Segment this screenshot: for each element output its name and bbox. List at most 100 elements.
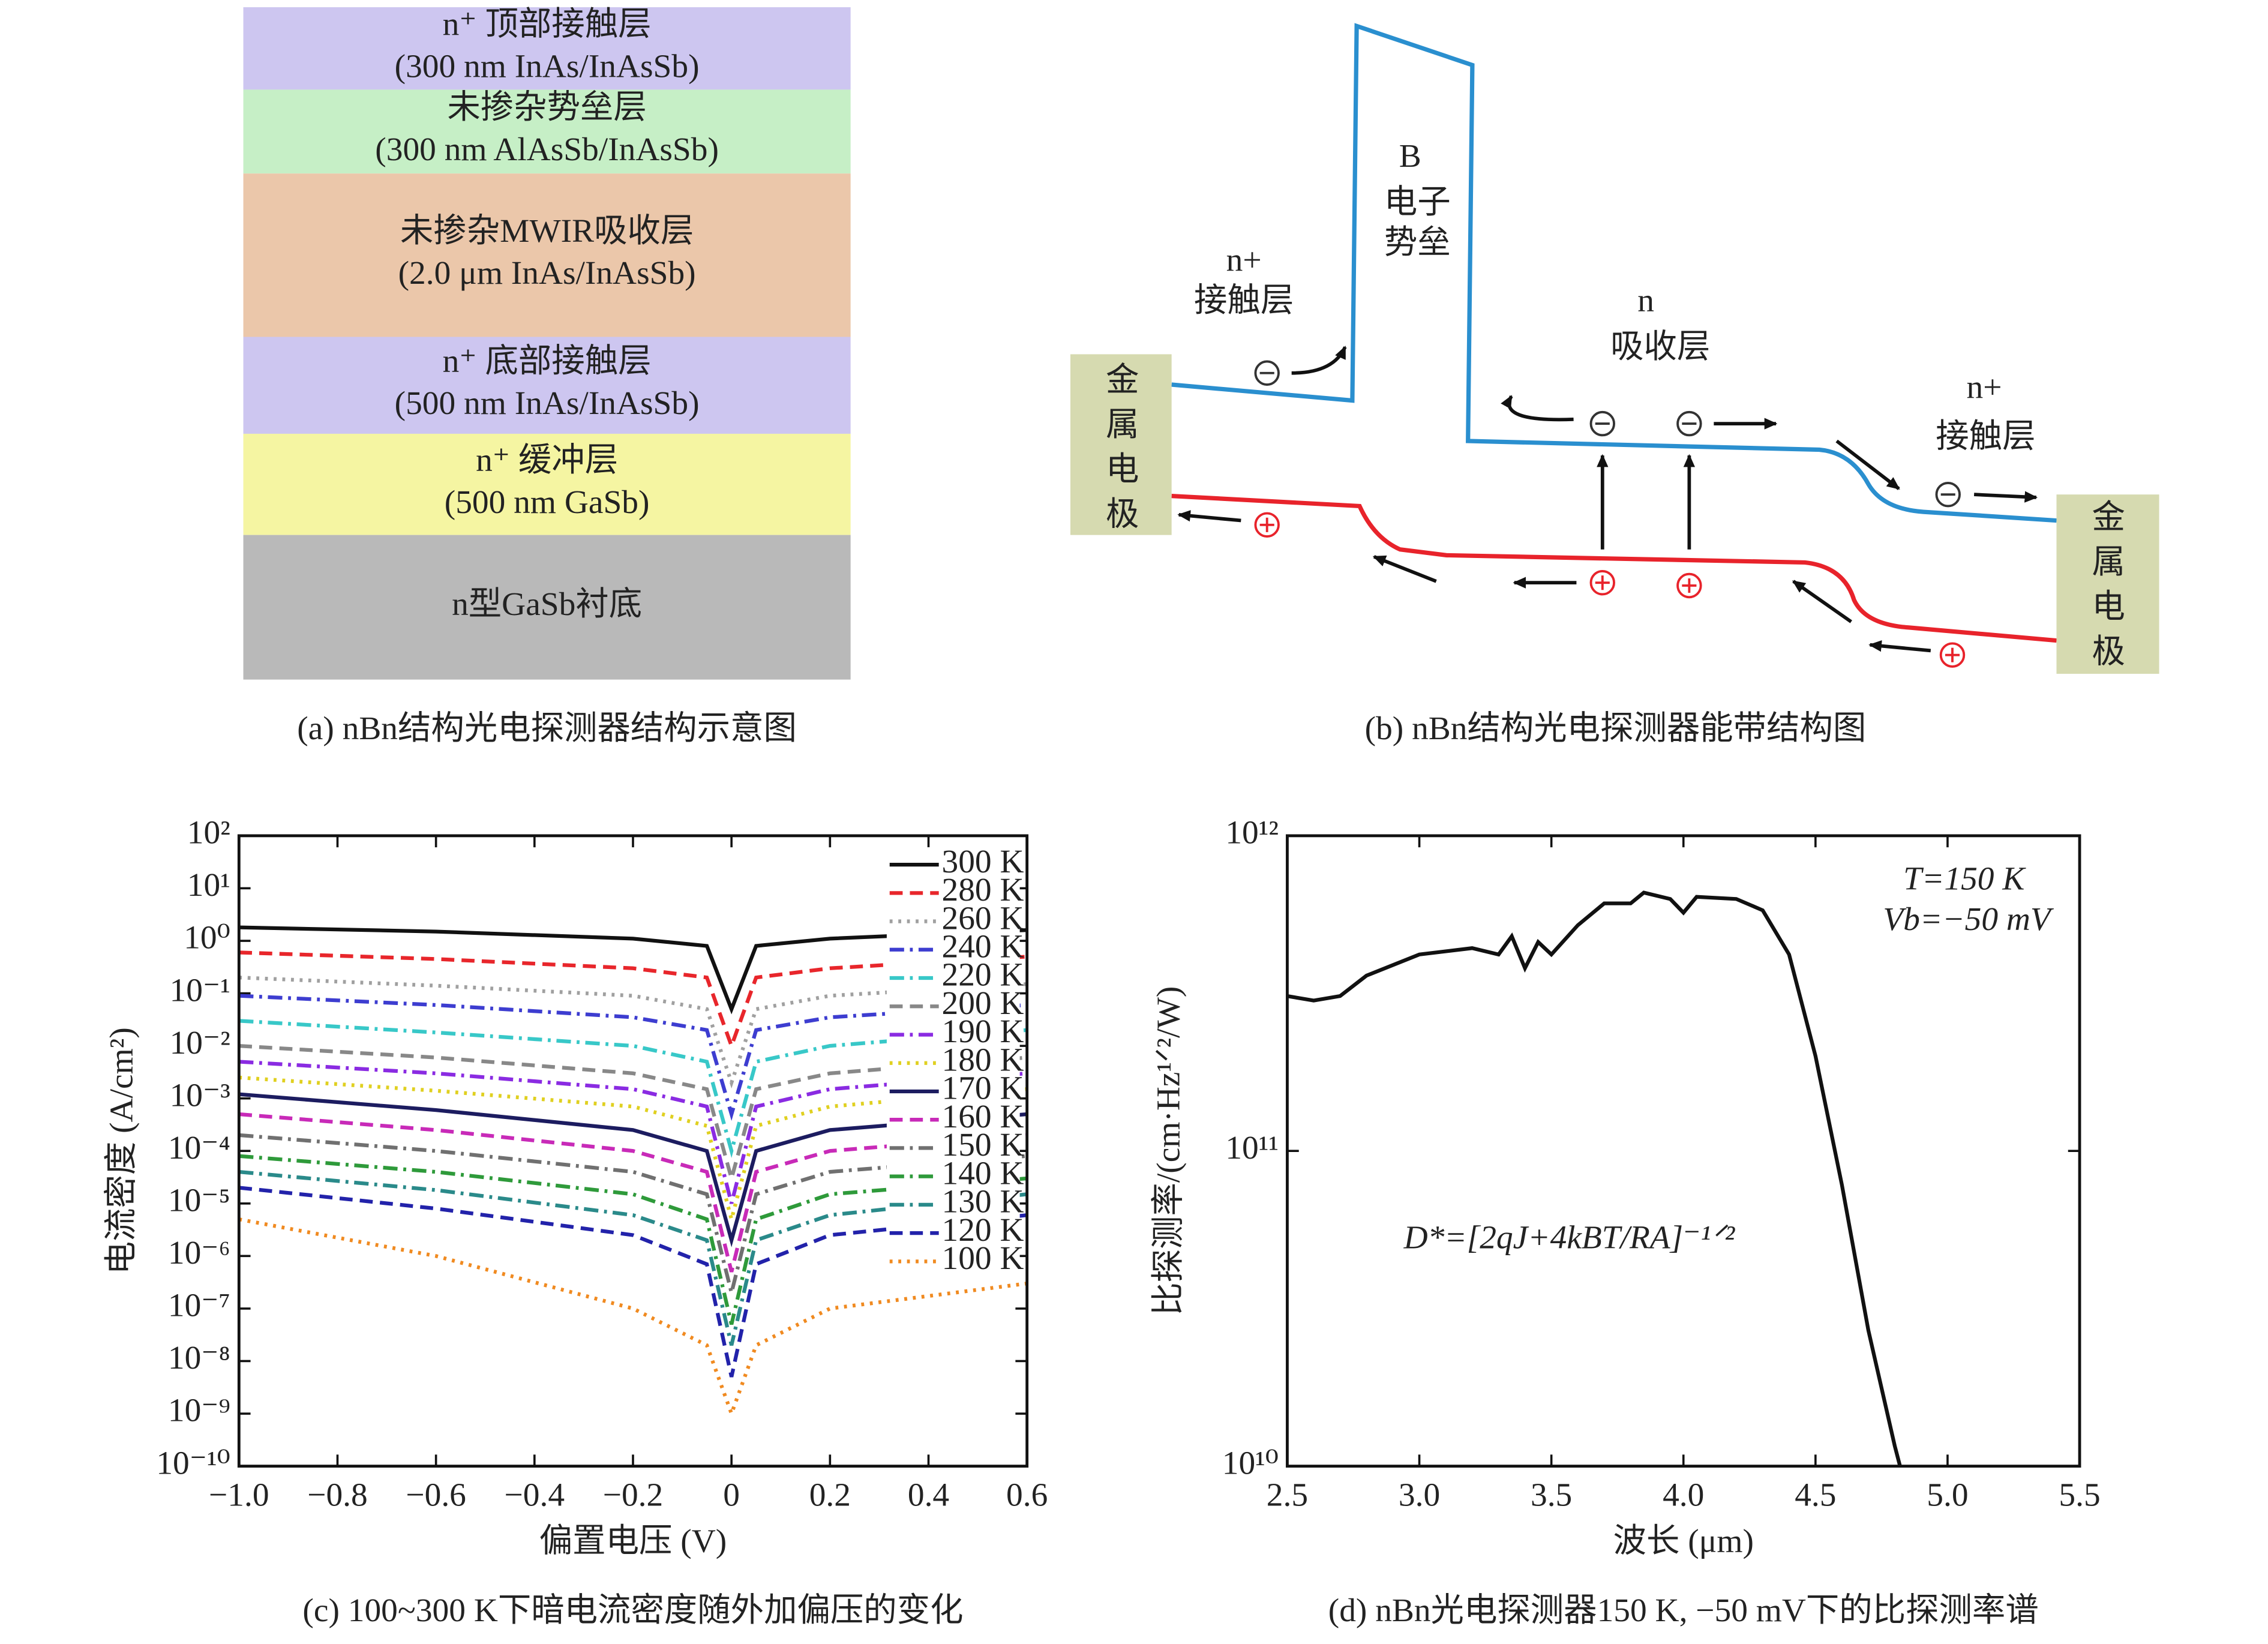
y-tick-label: 10⁻⁸ (168, 1339, 230, 1376)
legend-label: 260 K (941, 899, 1024, 936)
data-line (239, 925, 1027, 1015)
legend-label: 130 K (941, 1183, 1024, 1220)
data-line (239, 950, 1027, 1052)
layer-label: 未掺杂势垒层 (447, 89, 646, 125)
conduction-band (1171, 23, 2057, 523)
band-label: 接触层 (1936, 418, 2035, 454)
x-axis-label: 偏置电压 (V) (539, 1522, 727, 1559)
legend-label: 150 K (941, 1126, 1024, 1163)
y-tick-label: 10⁻⁴ (168, 1129, 230, 1166)
data-line (239, 1112, 1027, 1273)
layer-label: n型GaSb衬底 (452, 586, 642, 622)
chart: 10² 10¹ 10⁰ 10⁻¹ 10⁻² 10⁻³ 10⁻⁴ 10⁻⁵ 10⁻⁶ 10⁻⁷ 10⁻… (103, 814, 1048, 1628)
x-tick-label: 3.5 (1531, 1476, 1572, 1513)
x-tick-label: 4.5 (1795, 1476, 1836, 1513)
layer-label: n⁺ 底部接触层 (443, 343, 652, 379)
legend-label: 180 K (941, 1041, 1024, 1078)
annotation: D*=[2qJ+4kBT/RA]⁻¹ᐟ² (1403, 1219, 1736, 1255)
layer-label: (300 nm AlAsSb/InAsSb) (375, 131, 719, 167)
right-electrode (2056, 494, 2159, 674)
legend-label: 280 K (941, 871, 1024, 908)
data-line (239, 1154, 1027, 1325)
layer (243, 89, 851, 174)
x-tick-label: 0.2 (809, 1476, 851, 1513)
y-tick-label: 10⁻⁷ (168, 1287, 230, 1324)
electrode-label: 金 (2092, 499, 2125, 535)
y-tick-label: 10¹⁰ (1222, 1444, 1279, 1481)
x-tick-label: −0.2 (603, 1476, 664, 1513)
band-label: B (1399, 137, 1421, 174)
electrode-label: 金 (1106, 361, 1139, 398)
y-tick-label: 10¹¹ (1225, 1129, 1279, 1166)
legend-label: 300 K (941, 843, 1024, 880)
y-axis-label: 比探测率/(cm·Hz¹ᐟ²/W) (1150, 986, 1186, 1316)
plot-frame (1286, 834, 2081, 1468)
plot-area (1287, 890, 1902, 1466)
x-tick-label: 3.0 (1399, 1476, 1440, 1513)
y-tick-label: 10¹² (1225, 814, 1279, 851)
legend-label: 190 K (941, 1013, 1024, 1049)
layer (243, 535, 851, 680)
data-line (239, 1217, 1027, 1420)
legend-label: 140 K (941, 1154, 1024, 1191)
plot-area (239, 925, 1027, 1420)
layer-label: n⁺ 缓冲层 (476, 442, 618, 478)
x-tick-label: 0.4 (908, 1476, 949, 1513)
y-tick-label: 10⁻¹ (170, 971, 230, 1008)
y-tick-label: 10⁰ (184, 919, 230, 956)
legend-label: 120 K (941, 1211, 1024, 1248)
x-tick-label: 2.5 (1267, 1476, 1308, 1513)
y-tick-label: 10⁻¹⁰ (156, 1444, 230, 1481)
caption: (a) nBn结构光电探测器结构示意图 (297, 710, 797, 746)
caption: (c) 100~300 K下暗电流密度随外加偏压的变化 (302, 1592, 963, 1628)
x-tick-label: −0.4 (505, 1476, 565, 1513)
data-line (239, 1169, 1027, 1346)
y-tick-label: 10⁻⁹ (168, 1392, 230, 1429)
band-label: 接触层 (1194, 282, 1294, 319)
y-tick-label: 10⁻⁶ (168, 1234, 230, 1271)
data-line (239, 1043, 1027, 1186)
legend-label: 220 K (941, 956, 1024, 993)
annotation: Vb=−50 mV (1883, 901, 2054, 937)
plot-frame (237, 834, 1029, 1468)
electrode-label: 电 (1106, 451, 1139, 488)
electrode-label: 属 (2092, 544, 2125, 580)
layer-label: (500 nm InAs/InAsSb) (395, 385, 700, 421)
band-label: 势垒 (1384, 224, 1451, 260)
band-label: 吸收层 (1610, 328, 1710, 365)
data-line (239, 1133, 1027, 1294)
layer (243, 337, 851, 434)
electrode-label: 电 (2092, 589, 2125, 625)
layer-label: n⁺ 顶部接触层 (443, 6, 652, 43)
legend-label: 240 K (941, 928, 1024, 965)
layer (243, 173, 851, 337)
data-line (239, 1186, 1027, 1378)
annotation: T=150 K (1903, 860, 2026, 897)
legend-label: 200 K (941, 985, 1024, 1021)
chart: 10¹⁰ 10¹¹ 10¹² 2.5 3.0 3.5 4.0 4.5 5.0 5.5 波长 (μm)… (1150, 814, 2100, 1628)
x-tick-label: −0.8 (307, 1476, 368, 1513)
layer-label: (2.0 μm InAs/InAsSb) (398, 254, 696, 291)
layer-label: (300 nm InAs/InAsSb) (395, 47, 700, 84)
carriers (1254, 360, 1961, 508)
arrows (1177, 346, 2038, 653)
data-line (239, 1060, 1027, 1204)
y-tick-label: 10¹ (187, 866, 230, 903)
y-tick-label: 10⁻³ (170, 1076, 230, 1113)
x-tick-label: 4.0 (1663, 1476, 1704, 1513)
layer-stack: n⁺ 顶部接触层 (300 nm InAs/InAsSb) 未掺杂势垒层 (300 n… (243, 6, 851, 746)
caption: (b) nBn结构光电探测器能带结构图 (1365, 710, 1867, 746)
layer (243, 7, 851, 90)
legend-label: 160 K (941, 1098, 1024, 1135)
x-tick-label: 0 (723, 1476, 740, 1513)
y-tick-label: 10² (187, 814, 230, 851)
y-tick-label: 10⁻⁵ (168, 1182, 230, 1219)
holes (1254, 512, 1966, 668)
x-axis-label: 波长 (μm) (1613, 1522, 1754, 1559)
legend-label: 170 K (941, 1070, 1024, 1106)
data-line (239, 1092, 1027, 1247)
x-tick-label: 5.5 (2059, 1476, 2100, 1513)
